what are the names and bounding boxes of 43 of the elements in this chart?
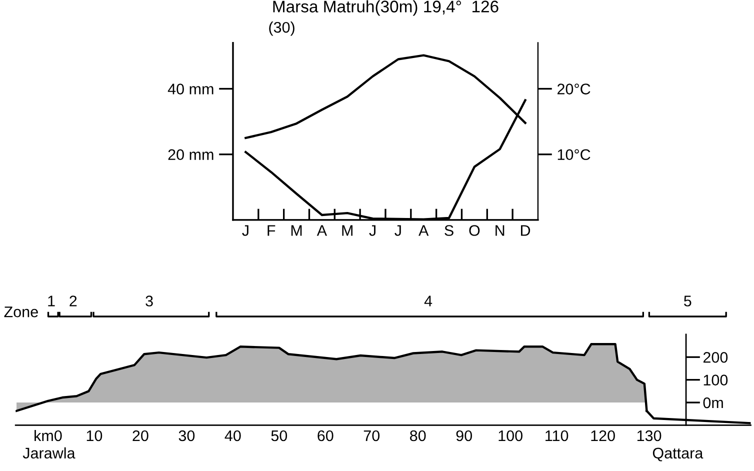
text: Zone — [4, 306, 38, 318]
y2-tick-label: 10°C — [558, 149, 590, 160]
x-tick-label: D — [521, 225, 530, 236]
y-tick-label: 20 mm — [168, 149, 214, 160]
text: (30) — [269, 22, 294, 36]
text: Jarawla — [22, 447, 76, 459]
x-tick-label: M — [291, 225, 302, 236]
x-tick-label: M — [342, 225, 352, 236]
y2-tick-label: 20°C — [558, 84, 590, 94]
x-tick-label: S — [444, 225, 454, 236]
y-tick-label: 0m — [703, 397, 723, 408]
x-tick-label: 80 — [410, 430, 426, 442]
x-tick-label: 70 — [364, 430, 380, 442]
x-tick-label: O — [469, 225, 480, 236]
text: 5 — [684, 296, 692, 306]
x-tick-label: J — [242, 225, 248, 236]
x-tick-label: 50 — [271, 430, 288, 442]
text: 2 — [70, 296, 77, 306]
x-tick-label: 120 — [591, 430, 615, 442]
x-tick-label: 130 — [637, 430, 662, 442]
chart-title: Marsa Matruh(30m) 19,4° 126 — [273, 0, 498, 16]
x-tick-label: J — [394, 225, 401, 236]
text: 3 — [146, 296, 153, 306]
text: 1 — [48, 296, 55, 306]
text: Qattara — [652, 448, 704, 462]
x-tick-label: F — [268, 225, 276, 236]
x-tick-label: 20 — [132, 430, 148, 442]
x-tick-label: 10 — [86, 430, 102, 442]
y-tick-label: 200 — [703, 352, 728, 363]
x-tick-label: 90 — [456, 430, 472, 442]
x-tick-label: 100 — [498, 430, 522, 442]
x-tick-label: 110 — [546, 430, 568, 442]
x-tick-label: 30 — [178, 430, 195, 442]
x-tick-label: J — [369, 225, 376, 236]
x-tick-label: 40 — [224, 430, 241, 442]
text: 4 — [424, 296, 432, 306]
x-tick-label: 60 — [318, 430, 334, 442]
x-tick-label: N — [496, 225, 504, 236]
x-tick-label: A — [316, 225, 328, 236]
x-tick-label: A — [418, 225, 429, 236]
x-tick-label: km0 — [34, 430, 62, 442]
y-tick-label: 40 mm — [168, 84, 214, 94]
y-tick-label: 100 — [704, 374, 728, 386]
